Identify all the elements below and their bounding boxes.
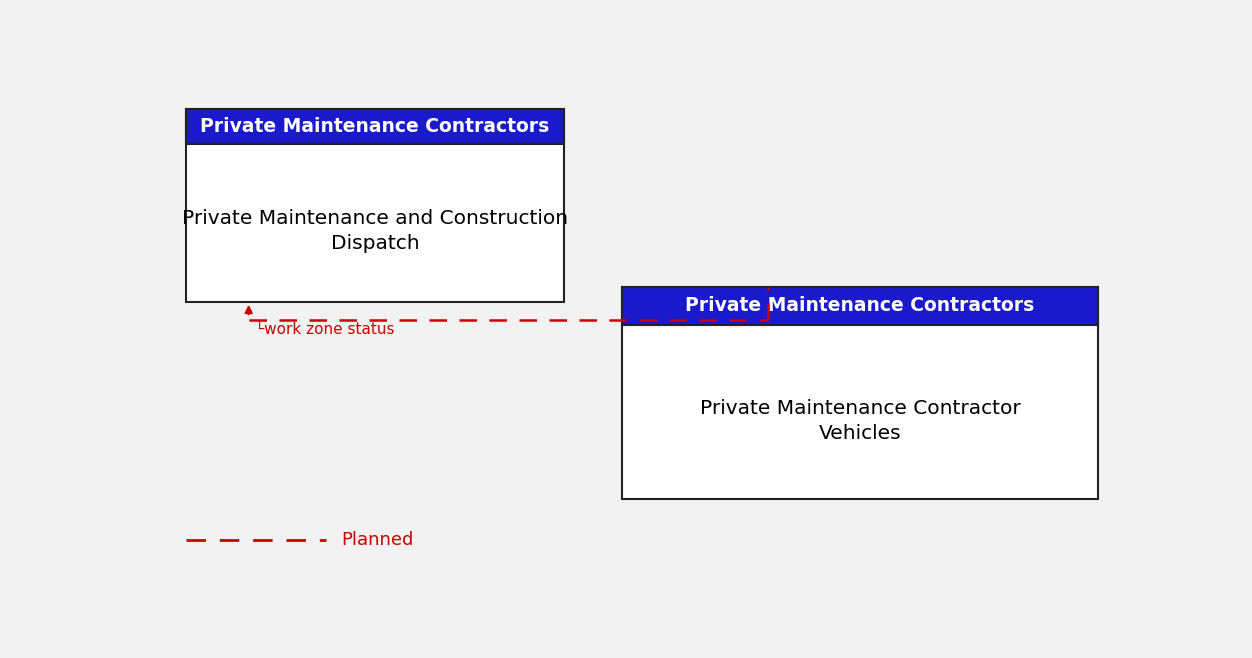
Text: Private Maintenance Contractors: Private Maintenance Contractors — [200, 117, 550, 136]
Text: Private Maintenance Contractor
Vehicles: Private Maintenance Contractor Vehicles — [700, 399, 1020, 443]
Text: Private Maintenance and Construction
Dispatch: Private Maintenance and Construction Dis… — [182, 209, 568, 253]
Bar — [622, 287, 1098, 499]
Bar — [185, 109, 563, 302]
Bar — [622, 287, 1098, 325]
Text: └work zone status: └work zone status — [255, 322, 394, 337]
Text: Private Maintenance Contractors: Private Maintenance Contractors — [685, 296, 1034, 315]
Text: Planned: Planned — [341, 531, 413, 549]
Bar — [185, 109, 563, 144]
